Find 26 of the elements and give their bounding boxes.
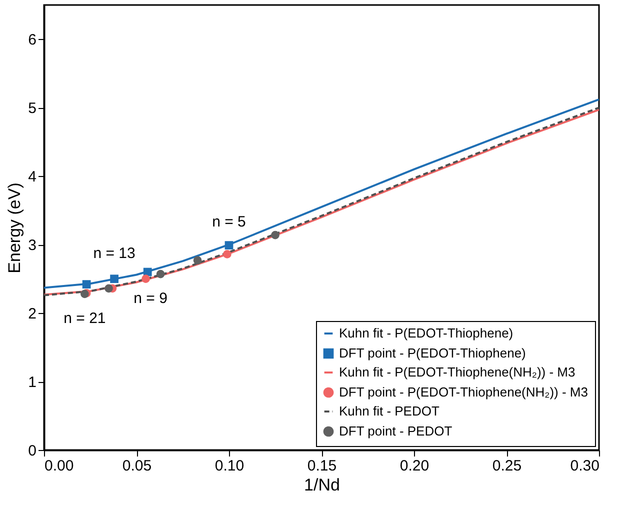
x-tick-label: 0.05: [122, 458, 152, 474]
legend-label: Kuhn fit - PEDOT: [339, 404, 440, 418]
legend-label: DFT point - P(EDOT-Thiophene): [339, 346, 526, 360]
x-tick-label: 0.10: [214, 458, 244, 474]
annotation: n = 21: [64, 310, 106, 327]
y-tick-label: 1: [28, 374, 36, 392]
y-axis-title: Energy (eV): [5, 182, 24, 274]
legend-label: Kuhn fit - P(EDOT-Thiophene): [339, 326, 514, 340]
legend-label: DFT point - PEDOT: [339, 424, 452, 438]
y-tick-label: 2: [28, 306, 36, 323]
x-tick-label: 0.20: [400, 458, 430, 474]
x-axis-title: 1/Nd: [304, 476, 340, 494]
x-tick-label: 0.00: [44, 458, 74, 474]
annotation: n = 9: [134, 290, 168, 308]
y-tick-label: 5: [28, 100, 36, 118]
x-tick-label: 0.30: [570, 458, 600, 474]
legend-label: DFT point - P(EDOT-Thiophene(NH₂)) - M3: [339, 384, 588, 400]
y-tick-label: 3: [28, 237, 36, 254]
x-tick-label: 0.15: [307, 458, 337, 474]
y-tick-label: 6: [28, 32, 36, 49]
legend-label: Kuhn fit - P(EDOT-Thiophene(NH₂)) - M3: [339, 364, 576, 380]
x-tick-label: 0.25: [492, 458, 522, 474]
annotation: n = 13: [93, 244, 136, 262]
y-tick-label: 4: [28, 168, 36, 186]
y-tick-label: 0: [28, 442, 36, 460]
annotation: n = 5: [212, 213, 246, 230]
